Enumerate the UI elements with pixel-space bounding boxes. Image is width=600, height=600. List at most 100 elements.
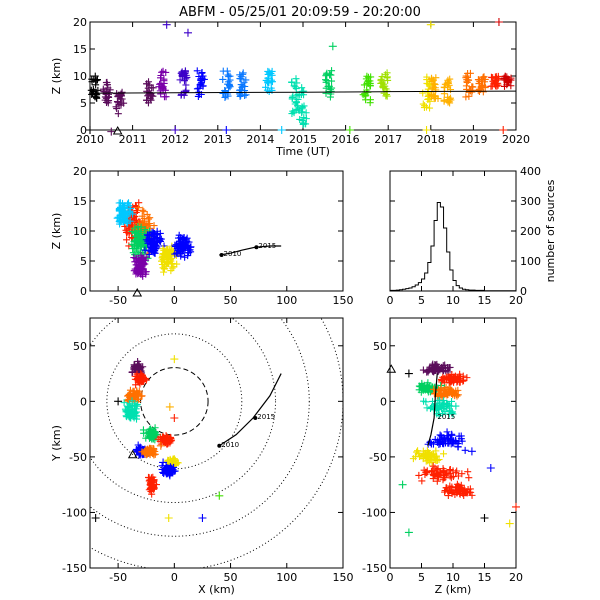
x-tick-label: 50 xyxy=(224,571,238,584)
outlier-point xyxy=(114,397,123,406)
source-point xyxy=(123,236,131,244)
source-point xyxy=(139,426,147,434)
source-point xyxy=(241,91,249,99)
outlier-point xyxy=(480,514,489,522)
outlier-point xyxy=(422,126,431,134)
source-point xyxy=(104,99,112,107)
source-point xyxy=(129,406,137,414)
source-point xyxy=(431,435,439,443)
y-axis-label: number of sources xyxy=(544,179,557,282)
source-point xyxy=(221,88,229,96)
x-tick-label: 2019 xyxy=(459,133,487,146)
y-tick-label: -100 xyxy=(362,506,387,519)
track-label: 2015 xyxy=(257,413,275,421)
outlier-point xyxy=(486,464,495,472)
source-point xyxy=(134,441,142,449)
source-point xyxy=(433,466,441,474)
source-point xyxy=(143,96,151,104)
source-point xyxy=(468,88,476,96)
y-tick-label: 5 xyxy=(80,255,87,268)
y-tick-label: 300 xyxy=(520,195,541,208)
source-point xyxy=(89,85,97,93)
source-point xyxy=(464,468,472,476)
source-point xyxy=(104,93,112,101)
source-point xyxy=(479,73,487,81)
source-point xyxy=(182,71,190,79)
source-point xyxy=(432,404,440,412)
x-tick-label: 0 xyxy=(171,571,178,584)
source-point xyxy=(139,206,147,214)
triangle-marker xyxy=(132,287,143,297)
time-height-panel: 2010 2011 2012 2013 2014 2015 2016 2017 2018 2019… xyxy=(50,16,530,158)
source-point xyxy=(177,248,185,256)
source-point xyxy=(326,71,334,79)
source-point xyxy=(322,76,330,84)
source-point xyxy=(176,237,184,245)
source-point xyxy=(141,246,149,254)
source-point xyxy=(117,90,125,98)
source-point xyxy=(118,88,126,96)
source-point xyxy=(123,219,131,227)
source-point xyxy=(452,402,460,410)
source-point xyxy=(135,446,143,454)
zy-projection-panel: 0 5 10 15 20 -150 -100 -50 0 50 Z (km) 2015 xyxy=(362,317,523,596)
source-point xyxy=(494,79,502,87)
source-point xyxy=(465,92,473,100)
source-point xyxy=(445,410,453,418)
outlier-point xyxy=(277,126,286,134)
range-ring xyxy=(140,367,209,436)
source-point xyxy=(152,242,160,250)
source-point xyxy=(134,357,142,365)
source-point xyxy=(441,439,449,447)
source-point xyxy=(424,368,432,376)
source-point xyxy=(125,408,133,416)
source-point xyxy=(198,74,206,82)
source-point xyxy=(225,73,233,81)
source-point xyxy=(152,241,160,249)
source-point xyxy=(148,235,156,243)
source-point xyxy=(418,381,426,389)
source-point xyxy=(168,457,176,465)
source-point xyxy=(429,462,437,470)
source-point xyxy=(444,93,452,101)
source-point xyxy=(441,374,449,382)
x-axis-label: X (km) xyxy=(198,583,235,596)
y-tick-label: 400 xyxy=(520,165,541,178)
source-point xyxy=(126,402,134,410)
source-point xyxy=(158,257,166,265)
source-point xyxy=(187,243,195,251)
source-point xyxy=(448,430,456,438)
source-point xyxy=(328,67,336,75)
outlier-point xyxy=(505,519,514,528)
x-tick-label: 2013 xyxy=(204,133,232,146)
source-point xyxy=(462,93,470,101)
outlier-point xyxy=(426,20,435,29)
source-point xyxy=(477,83,485,91)
source-point xyxy=(167,246,175,254)
source-point xyxy=(148,482,156,490)
source-point xyxy=(141,226,149,234)
source-point xyxy=(94,86,102,94)
source-point xyxy=(226,82,234,90)
source-point xyxy=(170,467,178,475)
source-point xyxy=(149,229,157,237)
source-point xyxy=(133,415,141,423)
y-tick-label: 15 xyxy=(73,43,87,56)
source-point xyxy=(138,212,146,220)
source-point xyxy=(112,103,120,111)
source-point xyxy=(193,67,201,75)
plot-frame xyxy=(89,21,517,131)
source-point xyxy=(290,109,298,117)
source-point xyxy=(90,75,98,83)
outlier-point xyxy=(467,447,476,456)
source-point xyxy=(173,241,181,249)
outlier-point xyxy=(404,369,413,378)
x-tick-label: 20 xyxy=(509,294,523,307)
track-marker xyxy=(254,245,259,250)
source-point xyxy=(428,75,436,83)
outlier-point xyxy=(398,480,407,489)
source-point xyxy=(490,79,498,87)
source-point xyxy=(362,75,370,83)
source-point xyxy=(223,67,231,75)
source-point xyxy=(135,376,143,384)
